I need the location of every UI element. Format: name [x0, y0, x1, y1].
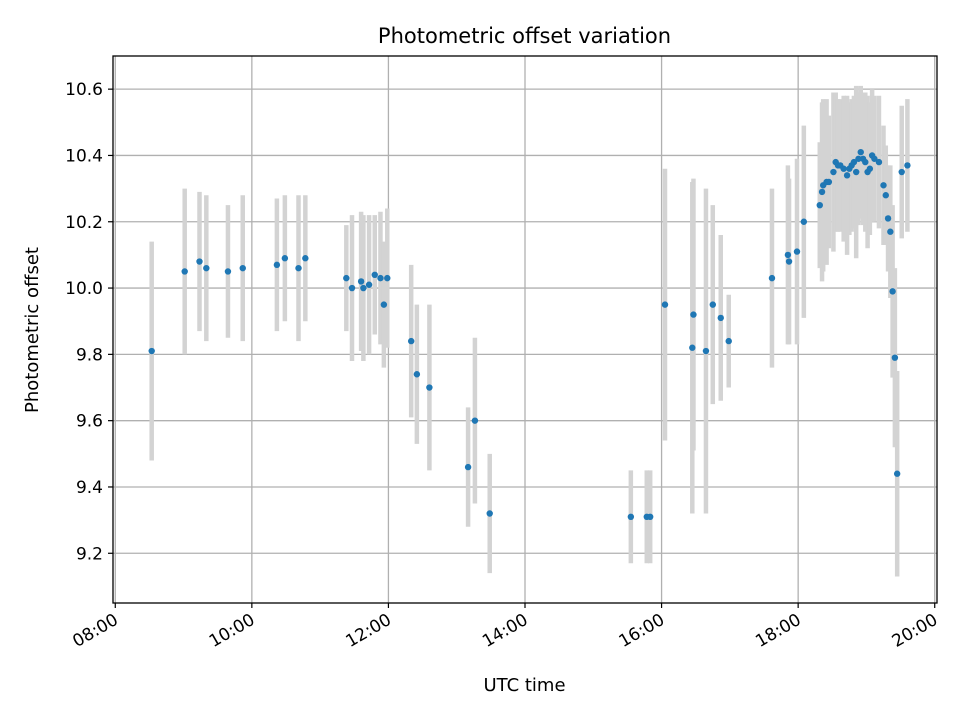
data-point	[871, 155, 878, 162]
y-tick-label: 10.6	[65, 80, 103, 100]
data-point	[413, 371, 421, 378]
data-point	[891, 354, 899, 361]
data-point	[348, 284, 356, 292]
data-point	[855, 155, 862, 162]
data-point	[302, 255, 309, 262]
data-point	[717, 314, 724, 322]
data-point	[148, 347, 155, 355]
x-axis-title: UTC time	[483, 675, 565, 696]
data-point	[887, 228, 894, 235]
data-point	[181, 268, 188, 275]
y-tick-label: 9.2	[76, 544, 103, 564]
data-point	[800, 218, 808, 225]
y-tick-label: 10.0	[65, 279, 103, 299]
data-point	[702, 347, 710, 355]
data-point	[239, 264, 246, 272]
chart-title: Photometric offset variation	[378, 24, 671, 48]
y-tick-label: 9.6	[76, 412, 103, 432]
data-point	[830, 168, 837, 176]
data-point	[898, 168, 905, 176]
data-point	[884, 215, 892, 222]
data-point	[371, 271, 378, 278]
data-point	[343, 274, 350, 282]
data-point	[816, 201, 823, 209]
data-point	[818, 188, 826, 196]
data-point	[426, 384, 433, 391]
data-point	[357, 278, 365, 285]
data-points	[148, 148, 911, 521]
data-point	[725, 337, 732, 345]
data-point	[471, 417, 479, 424]
data-point	[384, 274, 391, 282]
y-tick-label: 9.8	[76, 345, 103, 365]
data-point	[768, 274, 776, 282]
data-point	[380, 301, 388, 308]
data-point	[889, 288, 896, 295]
data-point	[850, 158, 858, 166]
data-point	[875, 158, 883, 166]
data-point	[377, 274, 384, 282]
data-point	[407, 337, 415, 345]
data-point	[365, 281, 373, 288]
data-point	[852, 168, 860, 176]
data-point	[689, 344, 696, 351]
data-point	[661, 301, 669, 308]
data-point	[646, 513, 654, 521]
data-point	[627, 513, 635, 521]
data-point	[784, 251, 792, 259]
data-point	[360, 284, 367, 292]
data-point	[690, 311, 697, 318]
y-tick-label: 10.4	[65, 146, 103, 166]
data-point	[825, 178, 833, 186]
data-point	[840, 165, 847, 172]
data-point	[196, 258, 203, 265]
data-point	[857, 148, 864, 156]
data-point	[486, 510, 493, 517]
data-point	[904, 162, 911, 169]
data-point	[281, 255, 289, 262]
y-tick-label: 10.2	[65, 213, 103, 233]
data-point	[464, 463, 472, 471]
data-point	[295, 264, 302, 272]
data-point	[273, 261, 281, 269]
data-point	[709, 301, 716, 308]
y-tick-label: 9.4	[76, 478, 103, 498]
data-point	[203, 264, 210, 272]
data-point	[862, 158, 869, 166]
data-point	[224, 268, 232, 275]
data-point	[882, 192, 889, 199]
data-point	[866, 165, 874, 172]
data-point	[785, 258, 793, 265]
data-point	[893, 470, 901, 477]
data-point	[880, 182, 887, 189]
y-axis-title: Photometric offset	[22, 247, 43, 413]
y-axis-ticks: 9.2 9.4 9.6 9.8 10.0 10.2 10.4 10.6	[65, 80, 113, 564]
data-point	[793, 248, 801, 255]
data-point	[843, 172, 851, 179]
